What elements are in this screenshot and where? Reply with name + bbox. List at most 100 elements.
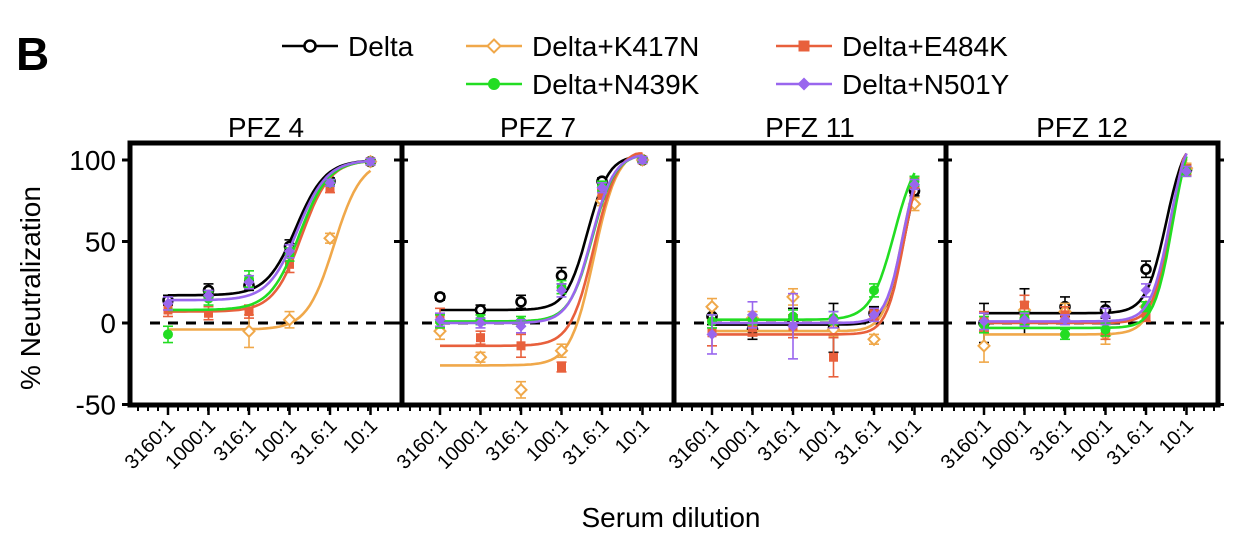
data-point	[1100, 310, 1111, 322]
legend-marker-icon	[303, 39, 317, 53]
data-point	[476, 333, 485, 343]
fit-curve	[440, 154, 643, 323]
data-point	[869, 285, 879, 296]
x-tick-label: 31.6:1	[287, 415, 342, 470]
fit-curve	[440, 152, 643, 348]
data-point	[828, 314, 839, 326]
legend-label: Delta+E484K	[842, 31, 1008, 62]
series-delta-e484k	[707, 177, 920, 378]
data-point	[475, 317, 486, 329]
series-delta-k417n	[433, 152, 650, 399]
data-point	[978, 315, 990, 327]
data-point	[1060, 329, 1070, 340]
data-point	[515, 320, 527, 332]
legend-marker-icon	[798, 40, 810, 52]
panel-frame	[943, 140, 1221, 408]
data-point	[285, 259, 294, 269]
data-point	[163, 329, 173, 340]
data-point	[829, 352, 838, 362]
data-point	[474, 304, 487, 316]
data-point	[787, 320, 799, 332]
data-point	[204, 308, 213, 318]
legend-label: Delta+K417N	[532, 31, 699, 62]
data-point	[867, 332, 881, 347]
data-point	[514, 382, 528, 397]
fit-curve	[712, 186, 916, 333]
data-point	[244, 307, 254, 317]
panel-letter: B	[16, 28, 49, 80]
legend-item-delta: Delta	[282, 31, 414, 62]
series-delta	[706, 185, 921, 354]
legend-marker-icon	[486, 38, 502, 54]
x-tick-label: 10:1	[1155, 415, 1198, 458]
y-tick-label: -50	[76, 390, 116, 421]
data-point	[284, 245, 295, 257]
fit-curve	[168, 159, 371, 313]
x-tick-label: 10:1	[611, 415, 654, 458]
x-tick-label: 316:1	[210, 415, 261, 466]
data-point	[705, 299, 719, 314]
legend-label: Delta+N501Y	[842, 69, 1010, 100]
legend-marker-icon	[488, 78, 500, 90]
fit-curve	[168, 169, 372, 331]
panels: PFZ 4100500-503160:11000:1316:1100:131.6…	[69, 112, 1224, 474]
data-point	[516, 341, 526, 351]
series-delta-n501y	[706, 178, 920, 360]
data-point	[557, 362, 566, 372]
x-tick-label: 10:1	[883, 415, 926, 458]
data-point	[555, 269, 568, 282]
data-point	[515, 296, 527, 308]
data-point	[1181, 165, 1192, 177]
data-point	[323, 231, 337, 246]
series-delta-k417n	[977, 158, 1194, 363]
legend-item-delta-k417n: Delta+K417N	[466, 31, 699, 62]
y-tick-label: 100	[69, 145, 116, 176]
legend: Delta Delta+K417N Delta+E484K Delta+N439K De…	[282, 31, 1010, 100]
series-delta-n439k	[435, 154, 648, 329]
series-delta-n501y	[162, 156, 376, 311]
fit-curve	[168, 159, 371, 312]
series-delta-e484k	[435, 152, 648, 373]
data-point	[1059, 314, 1071, 326]
fit-curve	[984, 152, 1188, 325]
data-point	[1020, 300, 1029, 310]
legend-item-delta-n439k: Delta+N439K	[466, 69, 700, 100]
data-point	[243, 276, 255, 288]
data-point	[706, 328, 718, 340]
y-axis-label: % Neutralization	[15, 186, 46, 390]
data-point	[1140, 263, 1152, 276]
fit-curve	[440, 154, 643, 325]
data-point	[242, 324, 256, 339]
series-delta-n501y	[434, 154, 648, 334]
data-point	[1019, 314, 1030, 326]
fit-curve	[984, 158, 1188, 336]
panel-title: PFZ 4	[228, 112, 304, 143]
x-tick-label: 10:1	[339, 415, 382, 458]
x-tick-label: 316:1	[1026, 415, 1077, 466]
data-point	[1100, 324, 1111, 335]
legend-item-delta-e484k: Delta+E484K	[776, 31, 1008, 62]
data-point	[597, 189, 607, 199]
data-point	[203, 289, 214, 301]
x-tick-label: 31.6:1	[1103, 415, 1158, 470]
data-point	[977, 338, 991, 353]
data-point	[554, 343, 569, 358]
fit-curve	[712, 184, 916, 325]
legend-marker-icon	[797, 77, 811, 91]
series-delta-n439k	[163, 156, 376, 344]
fit-curve	[984, 152, 1188, 315]
data-point	[162, 297, 174, 309]
data-point	[324, 177, 336, 189]
x-tick-label: 316:1	[754, 415, 805, 466]
panel-title: PFZ 11	[765, 112, 855, 143]
data-point	[434, 314, 446, 326]
data-point	[556, 284, 567, 296]
fit-curve	[440, 152, 643, 367]
fit-curve	[440, 154, 643, 312]
x-tick-label: 31.6:1	[559, 415, 614, 470]
fit-curve	[712, 172, 916, 321]
